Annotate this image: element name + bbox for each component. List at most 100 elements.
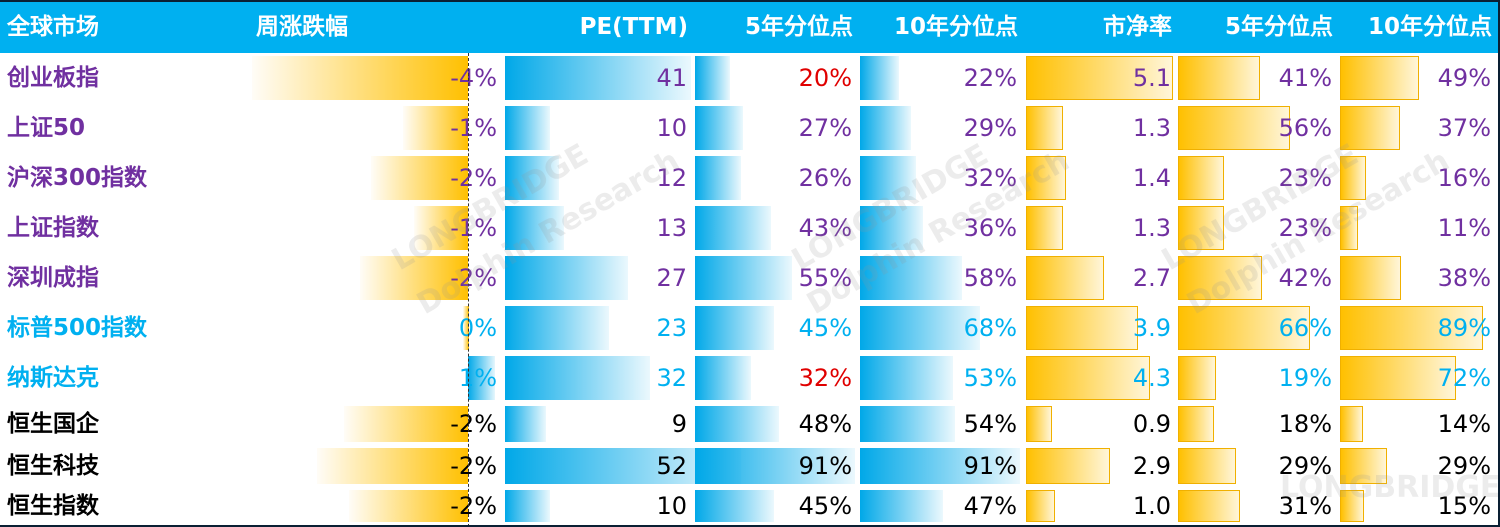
pe-bar bbox=[505, 156, 560, 200]
weekly-change-bar bbox=[316, 448, 468, 484]
table-right-border bbox=[1498, 0, 1500, 527]
pb-5y-bar bbox=[1178, 206, 1224, 250]
table-row: 纳斯达克 1% 32 32% 53% 4.3 19% 72% bbox=[0, 353, 1500, 403]
pe-10y-value: 29% bbox=[963, 114, 1017, 142]
pe-5y-value: 43% bbox=[798, 214, 852, 242]
pb-5y-value: 19% bbox=[1278, 364, 1332, 392]
weekly-change-value: -2% bbox=[450, 492, 497, 520]
weekly-change-value: -1% bbox=[450, 114, 497, 142]
pe-10y-value: 36% bbox=[963, 214, 1017, 242]
pb-bar bbox=[1026, 56, 1173, 100]
pb-5y-value: 56% bbox=[1278, 114, 1332, 142]
pe-5y-bar bbox=[695, 156, 741, 200]
header-market: 全球市场 bbox=[7, 14, 99, 40]
pe-5y-bar bbox=[695, 406, 780, 442]
table-row: 上证50 -1% 10 27% 29% 1.3 56% 37% bbox=[0, 103, 1500, 153]
pe-value: 52 bbox=[656, 452, 687, 480]
row-market-name: 标普500指数 bbox=[7, 315, 148, 341]
header-pb-10y-percentile: 10年分位点 bbox=[1367, 14, 1492, 40]
pb-10y-bar bbox=[1340, 156, 1366, 200]
pb-bar bbox=[1026, 490, 1055, 522]
pe-bar bbox=[505, 56, 692, 100]
header-pe-5y-percentile: 5年分位点 bbox=[744, 14, 853, 40]
pe-bar bbox=[505, 356, 651, 400]
pb-value: 1.0 bbox=[1132, 492, 1171, 520]
weekly-change-bar bbox=[252, 56, 468, 100]
pb-10y-value: 89% bbox=[1437, 314, 1491, 342]
pe-10y-bar bbox=[860, 448, 1021, 484]
header-pb-5y-percentile: 5年分位点 bbox=[1224, 14, 1333, 40]
pb-5y-value: 31% bbox=[1278, 492, 1332, 520]
pb-bar bbox=[1026, 448, 1110, 484]
pe-value: 10 bbox=[656, 492, 687, 520]
table-row: 标普500指数 0% 23 45% 68% 3.9 66% 89% bbox=[0, 303, 1500, 353]
pb-value: 1.3 bbox=[1132, 114, 1171, 142]
pe-5y-value: 45% bbox=[798, 314, 852, 342]
pe-10y-bar bbox=[860, 356, 954, 400]
pb-5y-bar bbox=[1178, 490, 1240, 522]
pe-5y-bar bbox=[695, 306, 775, 350]
weekly-change-value: -1% bbox=[450, 214, 497, 242]
pb-bar bbox=[1026, 406, 1052, 442]
pb-5y-value: 66% bbox=[1278, 314, 1332, 342]
row-market-name: 创业板指 bbox=[7, 65, 99, 91]
table-row: 恒生国企 -2% 9 48% 54% 0.9 18% 14% bbox=[0, 403, 1500, 445]
pb-10y-bar bbox=[1340, 448, 1387, 484]
pb-5y-bar bbox=[1178, 256, 1262, 300]
row-market-name: 沪深300指数 bbox=[7, 165, 148, 191]
pe-10y-bar bbox=[860, 56, 899, 100]
weekly-change-zero-line bbox=[468, 53, 469, 527]
row-market-name: 恒生国企 bbox=[7, 411, 99, 437]
pe-10y-bar bbox=[860, 306, 980, 350]
row-market-name: 深圳成指 bbox=[7, 265, 99, 291]
pe-10y-bar bbox=[860, 490, 943, 522]
pe-10y-value: 68% bbox=[963, 314, 1017, 342]
pe-value: 12 bbox=[656, 164, 687, 192]
weekly-change-bar bbox=[360, 256, 468, 300]
weekly-change-bar bbox=[403, 106, 468, 150]
pe-10y-bar bbox=[860, 206, 924, 250]
weekly-change-value: -2% bbox=[450, 164, 497, 192]
weekly-change-value: -4% bbox=[450, 64, 497, 92]
header-pe-10y-percentile: 10年分位点 bbox=[893, 14, 1018, 40]
pe-value: 9 bbox=[671, 410, 687, 438]
pe-value: 32 bbox=[656, 364, 687, 392]
pb-5y-value: 41% bbox=[1278, 64, 1332, 92]
pb-10y-value: 11% bbox=[1437, 214, 1491, 242]
pb-10y-value: 37% bbox=[1437, 114, 1491, 142]
pb-10y-value: 14% bbox=[1437, 410, 1491, 438]
pb-5y-bar bbox=[1178, 356, 1216, 400]
header-pb: 市净率 bbox=[1103, 14, 1172, 40]
pe-5y-bar bbox=[695, 256, 792, 300]
pb-5y-value: 23% bbox=[1278, 214, 1332, 242]
pe-10y-bar bbox=[860, 256, 963, 300]
pe-10y-value: 53% bbox=[963, 364, 1017, 392]
weekly-change-bar bbox=[468, 356, 495, 400]
pe-5y-value: 48% bbox=[798, 410, 852, 438]
pe-bar bbox=[505, 406, 546, 442]
pe-bar bbox=[505, 490, 551, 522]
row-market-name: 恒生科技 bbox=[7, 453, 99, 479]
pb-5y-bar bbox=[1178, 156, 1224, 200]
pb-10y-bar bbox=[1340, 406, 1363, 442]
pe-10y-value: 47% bbox=[963, 492, 1017, 520]
pe-5y-bar bbox=[695, 206, 771, 250]
pb-5y-value: 29% bbox=[1278, 452, 1332, 480]
pb-5y-bar bbox=[1178, 106, 1290, 150]
pe-5y-bar bbox=[695, 56, 731, 100]
pe-value: 13 bbox=[656, 214, 687, 242]
table-row: 创业板指 -4% 41 20% 22% 5.1 41% 49% bbox=[0, 53, 1500, 103]
table-row: 上证指数 -1% 13 43% 36% 1.3 23% 11% bbox=[0, 203, 1500, 253]
pb-10y-bar bbox=[1340, 356, 1456, 400]
pb-10y-value: 16% bbox=[1437, 164, 1491, 192]
pe-5y-value: 55% bbox=[798, 264, 852, 292]
table-row: 沪深300指数 -2% 12 26% 32% 1.4 23% 16% bbox=[0, 153, 1500, 203]
pb-10y-bar bbox=[1340, 106, 1400, 150]
weekly-change-value: -2% bbox=[450, 410, 497, 438]
pe-bar bbox=[505, 206, 564, 250]
pe-10y-value: 91% bbox=[963, 452, 1017, 480]
pe-value: 10 bbox=[656, 114, 687, 142]
row-market-name: 上证指数 bbox=[7, 215, 99, 241]
pe-5y-value: 91% bbox=[798, 452, 852, 480]
pb-bar bbox=[1026, 206, 1064, 250]
